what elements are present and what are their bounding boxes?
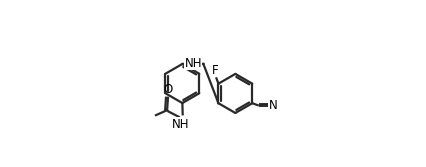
- Text: NH: NH: [184, 57, 202, 70]
- Text: N: N: [268, 99, 277, 112]
- Text: F: F: [212, 64, 219, 77]
- Text: O: O: [163, 84, 173, 96]
- Text: NH: NH: [172, 118, 190, 131]
